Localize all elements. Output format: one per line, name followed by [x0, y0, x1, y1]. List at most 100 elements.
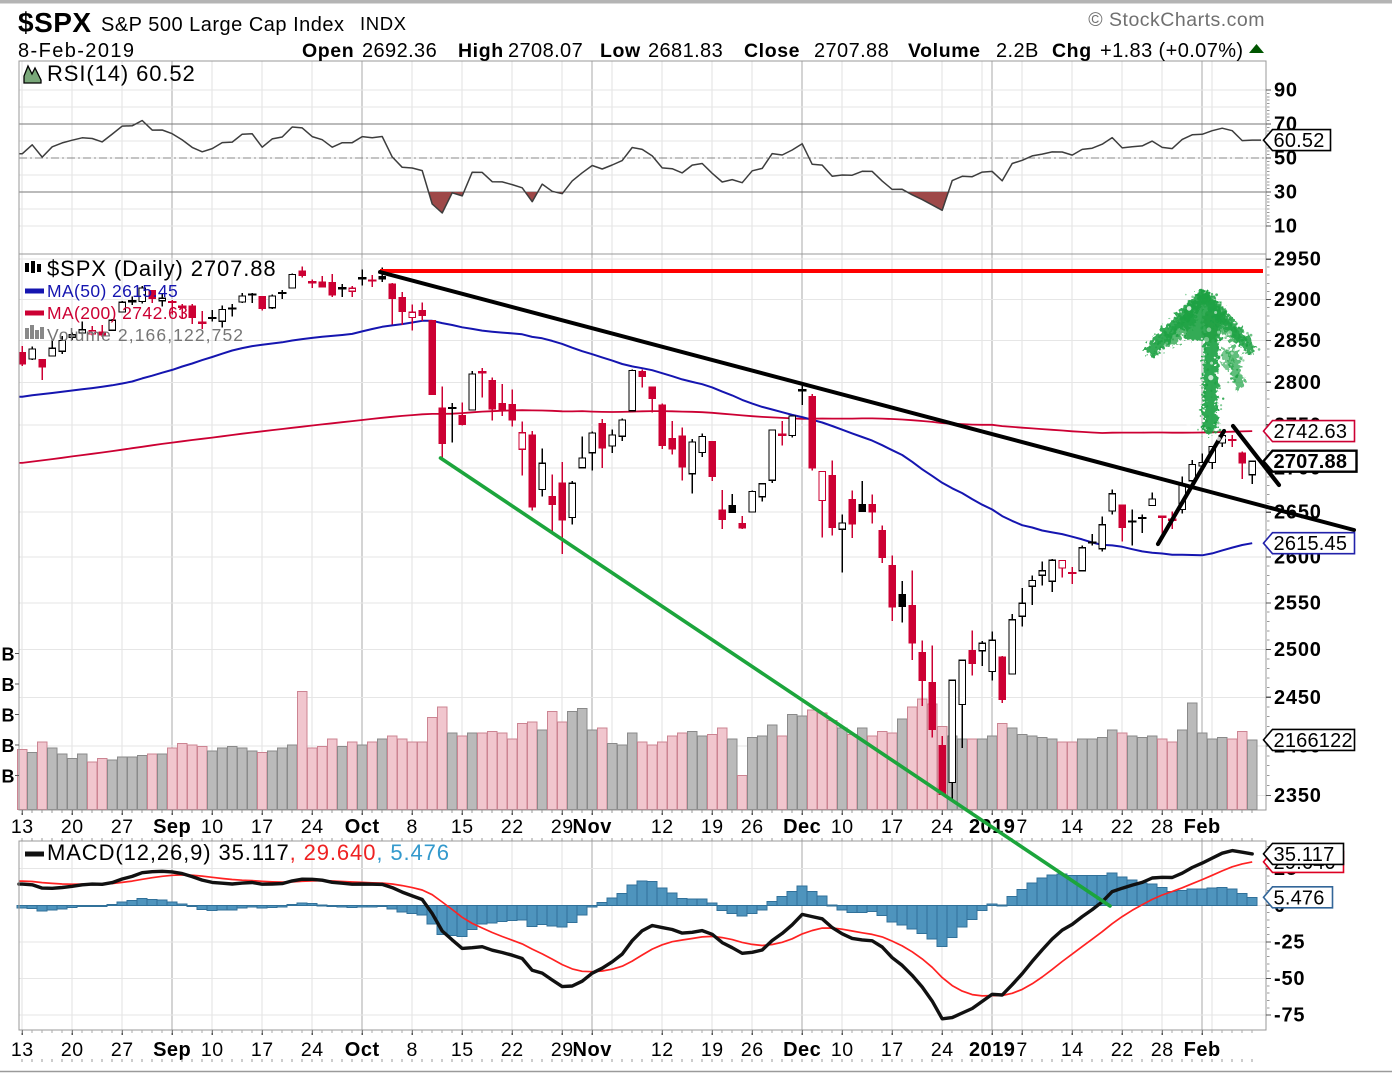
svg-text:35.117: 35.117 [1274, 844, 1335, 866]
svg-text:10: 10 [831, 816, 854, 838]
svg-text:8: 8 [407, 816, 418, 838]
svg-text:2.2B: 2.2B [996, 40, 1039, 62]
svg-text:29: 29 [551, 816, 574, 838]
svg-text:2500: 2500 [1274, 639, 1322, 661]
svg-text:2900: 2900 [1274, 289, 1322, 311]
svg-text:2708.07: 2708.07 [508, 40, 583, 62]
svg-text:Dec: Dec [783, 1039, 821, 1061]
svg-text:$SPX: $SPX [18, 7, 92, 38]
svg-text:B: B [2, 767, 16, 787]
svg-text:MA(200) 2742.63: MA(200) 2742.63 [47, 303, 188, 323]
svg-text:Close: Close [744, 40, 800, 62]
svg-text:B: B [2, 736, 16, 756]
svg-text:15: 15 [451, 1039, 474, 1061]
svg-text:22: 22 [1111, 1039, 1134, 1061]
svg-text:2850: 2850 [1274, 330, 1322, 352]
svg-text:2800: 2800 [1274, 372, 1322, 394]
svg-text:-75: -75 [1274, 1005, 1305, 1027]
svg-text:22: 22 [1111, 816, 1134, 838]
svg-text:17: 17 [881, 816, 904, 838]
svg-text:20: 20 [61, 816, 84, 838]
svg-text:2950: 2950 [1274, 249, 1322, 271]
svg-text:90: 90 [1274, 80, 1298, 102]
svg-text:2681.83: 2681.83 [648, 40, 723, 62]
svg-text:© StockCharts.com: © StockCharts.com [1088, 9, 1265, 31]
svg-text:24: 24 [301, 816, 324, 838]
svg-text:12: 12 [651, 816, 674, 838]
svg-text:26: 26 [741, 1039, 764, 1061]
svg-text:Oct: Oct [345, 816, 380, 838]
svg-text:+1.83 (+0.07%): +1.83 (+0.07%) [1100, 40, 1243, 62]
svg-text:17: 17 [251, 1039, 274, 1061]
svg-text:13: 13 [11, 1039, 34, 1061]
svg-text:28: 28 [1151, 1039, 1174, 1061]
svg-text:$SPX (Daily) 2707.88: $SPX (Daily) 2707.88 [47, 256, 277, 281]
svg-text:20: 20 [61, 1039, 84, 1061]
svg-text:7: 7 [1017, 1039, 1028, 1061]
svg-text:-50: -50 [1274, 968, 1305, 990]
svg-text:2550: 2550 [1274, 592, 1322, 614]
svg-text:High: High [458, 40, 504, 62]
svg-text:Volume: Volume [908, 40, 981, 62]
svg-text:2450: 2450 [1274, 687, 1322, 709]
svg-text:24: 24 [301, 1039, 324, 1061]
svg-text:Oct: Oct [345, 1039, 380, 1061]
svg-text:2350: 2350 [1274, 785, 1322, 807]
svg-text:15: 15 [451, 816, 474, 838]
svg-text:7: 7 [1017, 816, 1028, 838]
svg-text:2742.63: 2742.63 [1274, 421, 1348, 443]
svg-text:Low: Low [600, 40, 641, 62]
svg-text:29: 29 [551, 1039, 574, 1061]
svg-text:14: 14 [1061, 816, 1084, 838]
svg-text:S&P 500 Large Cap Index: S&P 500 Large Cap Index [101, 14, 345, 36]
svg-text:24: 24 [931, 816, 954, 838]
svg-text:17: 17 [881, 1039, 904, 1061]
svg-text:2615.45: 2615.45 [1274, 533, 1348, 555]
svg-text:22: 22 [501, 816, 524, 838]
svg-text:12: 12 [651, 1039, 674, 1061]
svg-text:MACD(12,26,9) 35.117, 29.640,: MACD(12,26,9) 35.117, 29.640, 5.476 [47, 840, 450, 865]
svg-text:-25: -25 [1274, 931, 1305, 953]
svg-text:B: B [2, 645, 16, 665]
svg-text:2707.88: 2707.88 [1274, 451, 1348, 473]
svg-text:27: 27 [111, 816, 134, 838]
svg-text:B: B [2, 706, 16, 726]
svg-text:27: 27 [111, 1039, 134, 1061]
svg-text:13: 13 [11, 816, 34, 838]
svg-text:8-Feb-2019: 8-Feb-2019 [18, 40, 135, 62]
svg-text:22: 22 [501, 1039, 524, 1061]
svg-text:10: 10 [201, 816, 224, 838]
svg-text:Chg: Chg [1052, 40, 1092, 62]
svg-text:10: 10 [1274, 216, 1298, 238]
svg-text:2692.36: 2692.36 [362, 40, 437, 62]
svg-text:30: 30 [1274, 182, 1298, 204]
svg-text:14: 14 [1061, 1039, 1084, 1061]
svg-text:10: 10 [201, 1039, 224, 1061]
svg-text:Open: Open [302, 40, 354, 62]
svg-text:2019: 2019 [969, 1039, 1016, 1061]
svg-text:2166122: 2166122 [1274, 730, 1353, 752]
svg-text:60.52: 60.52 [1274, 130, 1325, 152]
svg-text:MA(50) 2615.45: MA(50) 2615.45 [47, 281, 178, 301]
svg-text:5.476: 5.476 [1274, 887, 1325, 909]
svg-text:19: 19 [701, 816, 724, 838]
svg-text:17: 17 [251, 816, 274, 838]
svg-text:26: 26 [741, 816, 764, 838]
svg-text:Feb: Feb [1184, 1039, 1221, 1061]
svg-text:28: 28 [1151, 816, 1174, 838]
svg-text:50: 50 [1274, 148, 1298, 170]
svg-text:Dec: Dec [783, 816, 821, 838]
svg-text:B: B [2, 675, 16, 695]
svg-text:2707.88: 2707.88 [814, 40, 889, 62]
svg-text:INDX: INDX [360, 13, 407, 34]
svg-text:8: 8 [407, 1039, 418, 1061]
svg-text:19: 19 [701, 1039, 724, 1061]
svg-text:Volume 2,166,122,752: Volume 2,166,122,752 [47, 325, 244, 345]
svg-text:24: 24 [931, 1039, 954, 1061]
svg-text:Sep: Sep [153, 816, 191, 838]
svg-text:Nov: Nov [573, 1039, 613, 1061]
svg-text:Sep: Sep [153, 1039, 191, 1061]
svg-text:RSI(14) 60.52: RSI(14) 60.52 [47, 61, 196, 86]
svg-text:Nov: Nov [573, 816, 613, 838]
svg-text:Feb: Feb [1184, 816, 1221, 838]
